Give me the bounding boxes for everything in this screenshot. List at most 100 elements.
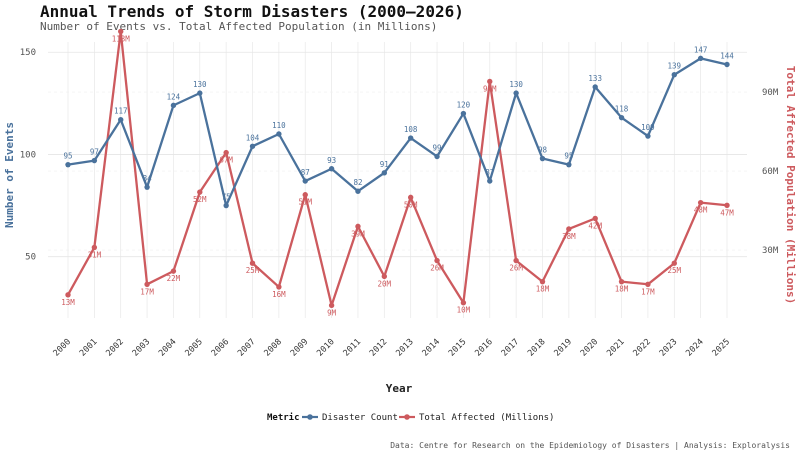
- affected-label: 25M: [668, 266, 682, 275]
- disaster-count-point: [724, 61, 730, 68]
- affected-point: [724, 202, 730, 208]
- x-tick-label: 2000: [52, 337, 74, 359]
- y-tick-label: 150: [20, 48, 36, 58]
- disaster-count-label: 82: [353, 178, 362, 187]
- legend-label: Disaster Count: [322, 413, 398, 423]
- legend-item-disaster-count: Disaster Count: [302, 413, 398, 423]
- legend-title: Metric: [267, 412, 300, 423]
- disaster-count-line: [67, 57, 728, 207]
- legend-swatch-marker: [307, 414, 313, 420]
- disaster-count-point: [91, 157, 98, 164]
- affected-point: [276, 284, 282, 290]
- disaster-count-label: 144: [720, 51, 734, 60]
- x-tick-label: 2022: [631, 337, 653, 359]
- affected-label: 94M: [483, 85, 497, 94]
- x-axis-title: Year: [386, 382, 413, 395]
- disaster-count-point: [381, 170, 388, 176]
- x-tick-label: 2020: [579, 337, 601, 359]
- disaster-count-label: 84: [143, 174, 153, 183]
- disaster-count-label: 91: [380, 160, 389, 169]
- x-tick-label: 2014: [421, 337, 443, 359]
- disaster-count-label: 104: [246, 133, 260, 142]
- legend: Metric Disaster Count Total Affected (Mi…: [267, 412, 554, 423]
- affected-point: [91, 244, 98, 251]
- disaster-count-point: [513, 90, 519, 96]
- disaster-count-label: 124: [167, 92, 181, 101]
- affected-point: [645, 281, 651, 287]
- affected-label: 20M: [378, 279, 392, 288]
- affected-label: 38M: [562, 232, 576, 241]
- disaster-count-point: [618, 114, 625, 121]
- x-tick-label: 2015: [447, 337, 469, 359]
- affected-label: 13M: [61, 298, 75, 307]
- affected-label: 48M: [694, 206, 708, 215]
- disaster-count-label: 99: [433, 143, 442, 152]
- x-tick-label: 2005: [183, 337, 205, 359]
- disaster-count-point: [118, 116, 124, 123]
- disaster-count-label: 133: [588, 74, 602, 83]
- x-tick-label: 2019: [552, 337, 574, 359]
- affected-point: [118, 28, 124, 35]
- chart-title: Annual Trends of Storm Disasters (2000–2…: [40, 2, 464, 21]
- x-tick-label: 2021: [605, 337, 627, 359]
- disaster-count-point: [592, 84, 598, 90]
- disaster-count-label: 117: [114, 107, 128, 116]
- x-tick-label: 2012: [368, 337, 390, 359]
- x-tick-label: 2023: [658, 337, 680, 359]
- disaster-count-point: [539, 155, 546, 162]
- y-tick-label: 100: [20, 150, 36, 160]
- affected-point: [65, 292, 71, 298]
- disaster-count-label: 95: [564, 152, 573, 161]
- disaster-count-label: 93: [327, 156, 336, 165]
- disaster-count-point: [645, 133, 651, 139]
- x-tick-label: 2017: [500, 337, 522, 359]
- affected-label: 25M: [246, 266, 260, 275]
- disaster-count-label: 147: [694, 45, 708, 54]
- disaster-count-point: [223, 202, 229, 209]
- x-tick-label: 2006: [210, 337, 232, 359]
- x-tick-label: 2004: [157, 337, 179, 359]
- affected-point: [671, 260, 677, 266]
- affected-point: [170, 268, 177, 274]
- x-tick-label: 2013: [394, 337, 416, 359]
- affected-label: 18M: [615, 285, 629, 294]
- affected-label: 47M: [720, 208, 734, 217]
- affected-point: [513, 257, 519, 264]
- affected-label: 51M: [298, 198, 312, 207]
- y2-tick-label: 90M: [762, 88, 779, 98]
- affected-label: 26M: [509, 264, 523, 273]
- x-tick-label: 2024: [684, 337, 706, 359]
- disaster-count-label: 75: [222, 193, 231, 202]
- disaster-count-label: 130: [509, 80, 523, 89]
- affected-point: [460, 300, 467, 306]
- affected-label: 31M: [88, 250, 102, 259]
- disaster-count-label: 98: [538, 146, 548, 155]
- affected-label: 17M: [641, 287, 655, 296]
- affected-label: 9M: [327, 308, 337, 317]
- affected-point: [355, 223, 361, 230]
- affected-point: [328, 302, 335, 309]
- x-tick-label: 2009: [289, 337, 311, 359]
- affected-label: 50M: [404, 200, 418, 209]
- disaster-count-point: [302, 178, 308, 184]
- disaster-count-point: [566, 161, 572, 168]
- disaster-count-point: [170, 102, 177, 109]
- disaster-count-point: [487, 178, 493, 184]
- y2-tick-label: 60M: [762, 167, 779, 177]
- disaster-count-label: 97: [90, 148, 99, 157]
- affected-point: [223, 149, 229, 156]
- x-tick-label: 2002: [104, 337, 126, 359]
- disaster-count-label: 109: [641, 123, 655, 132]
- affected-label: 52M: [193, 195, 207, 204]
- disaster-count-point: [434, 153, 440, 160]
- disaster-count-label: 118: [615, 105, 629, 114]
- affected-label: 17M: [140, 287, 154, 296]
- affected-point: [592, 215, 598, 222]
- disaster-count-point: [671, 72, 677, 78]
- x-tick-label: 2001: [78, 337, 100, 359]
- affected-point: [407, 194, 414, 201]
- chart-subtitle: Number of Events vs. Total Affected Popu…: [40, 20, 438, 33]
- disaster-count-point: [407, 135, 414, 141]
- disaster-count-point: [355, 188, 361, 194]
